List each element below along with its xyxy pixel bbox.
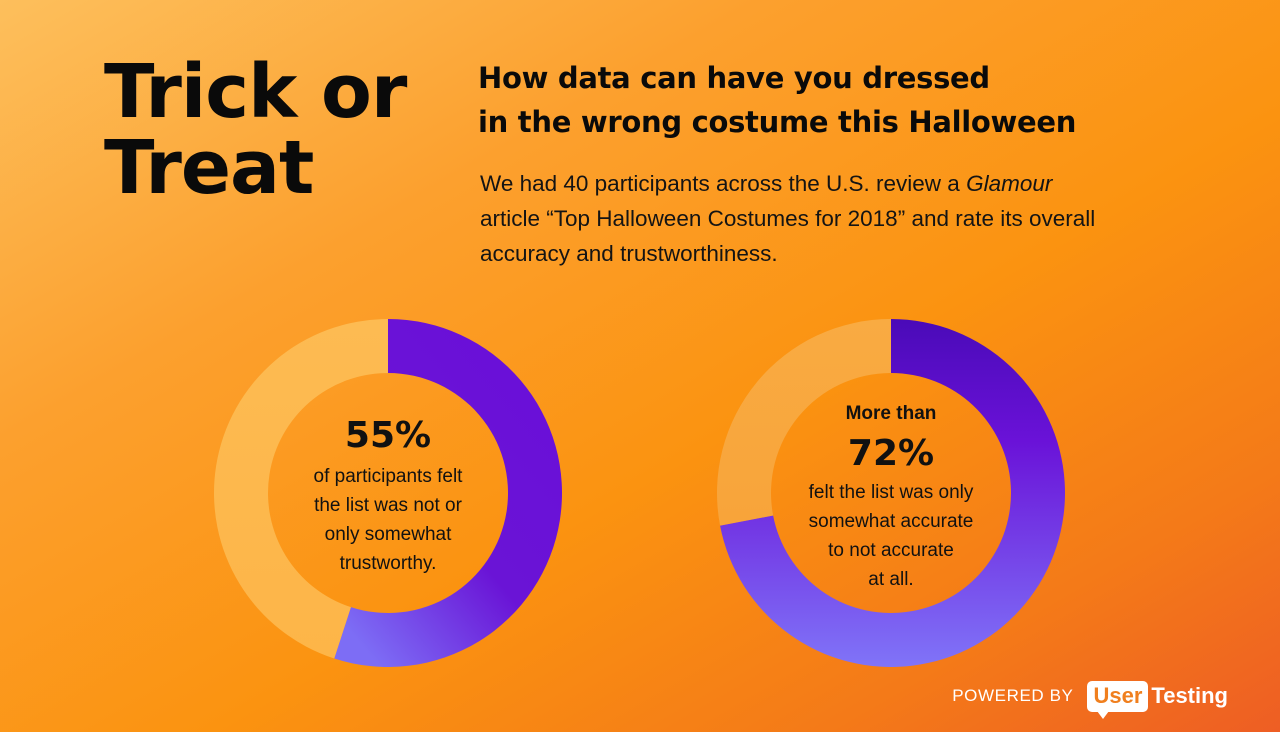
logo-speech-bubble: User	[1087, 680, 1149, 719]
intro-line-3: accuracy and trustworthiness.	[480, 241, 778, 266]
donut-1-caption-line-3: only somewhat	[324, 524, 452, 545]
footer-powered-by: POWERED BY User Testing	[952, 678, 1228, 719]
donut-2-caption-line-4: at all.	[868, 569, 914, 590]
donut-1-slice-remainder	[214, 319, 388, 659]
donut-1-caption-line-2: the list was not or	[314, 495, 462, 516]
donut-1-value-label: 55%	[344, 415, 432, 456]
donut-2-slice-highlight	[720, 319, 1065, 667]
donut-2-caption-line-1: felt the list was only	[808, 482, 974, 503]
logo-wordmark: Testing	[1151, 683, 1228, 708]
donut-2-caption-line-3: to not accurate	[828, 540, 954, 561]
donut-chart-accuracy	[717, 319, 1065, 667]
subtitle-line-2: in the wrong costume this Halloween	[478, 105, 1077, 139]
donut-2-value-label: 72%	[847, 433, 935, 474]
donut-1-caption-line-1: of participants felt	[313, 466, 463, 487]
intro-paragraph: We had 40 participants across the U.S. r…	[480, 166, 1200, 271]
subtitle-line-1: How data can have you dressed	[478, 61, 990, 95]
donut-1-slice-highlight	[334, 319, 562, 667]
page-title: Trick or Treat	[104, 49, 407, 211]
intro-publication-name: Glamour	[966, 171, 1053, 196]
donut-chart-trustworthy	[214, 319, 562, 667]
page-subtitle: How data can have you dressed in the wro…	[478, 56, 1076, 144]
powered-by-label: POWERED BY	[952, 686, 1074, 705]
intro-line-1: We had 40 participants across the U.S. r…	[480, 166, 1200, 201]
title-line-1: Trick or	[104, 49, 407, 135]
donut-1-center: 55% of participants felt the list was no…	[272, 414, 504, 578]
intro-line-1-text: We had 40 participants across the U.S. r…	[480, 171, 967, 196]
donut-2-pre-label: More than	[845, 403, 937, 424]
donut-2-center: More than 72% felt the list was only som…	[775, 402, 1007, 594]
title-line-2: Treat	[104, 125, 314, 211]
usertesting-logo[interactable]: User Testing	[1087, 680, 1228, 719]
donut-2-slice-remainder	[717, 319, 891, 526]
donut-1-caption-line-4: trustworthy.	[339, 553, 437, 574]
donut-2-caption-line-2: somewhat accurate	[808, 511, 974, 532]
intro-line-2: article “Top Halloween Costumes for 2018…	[480, 206, 1096, 231]
